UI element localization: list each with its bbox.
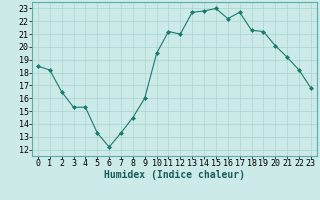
X-axis label: Humidex (Indice chaleur): Humidex (Indice chaleur) — [104, 170, 245, 180]
